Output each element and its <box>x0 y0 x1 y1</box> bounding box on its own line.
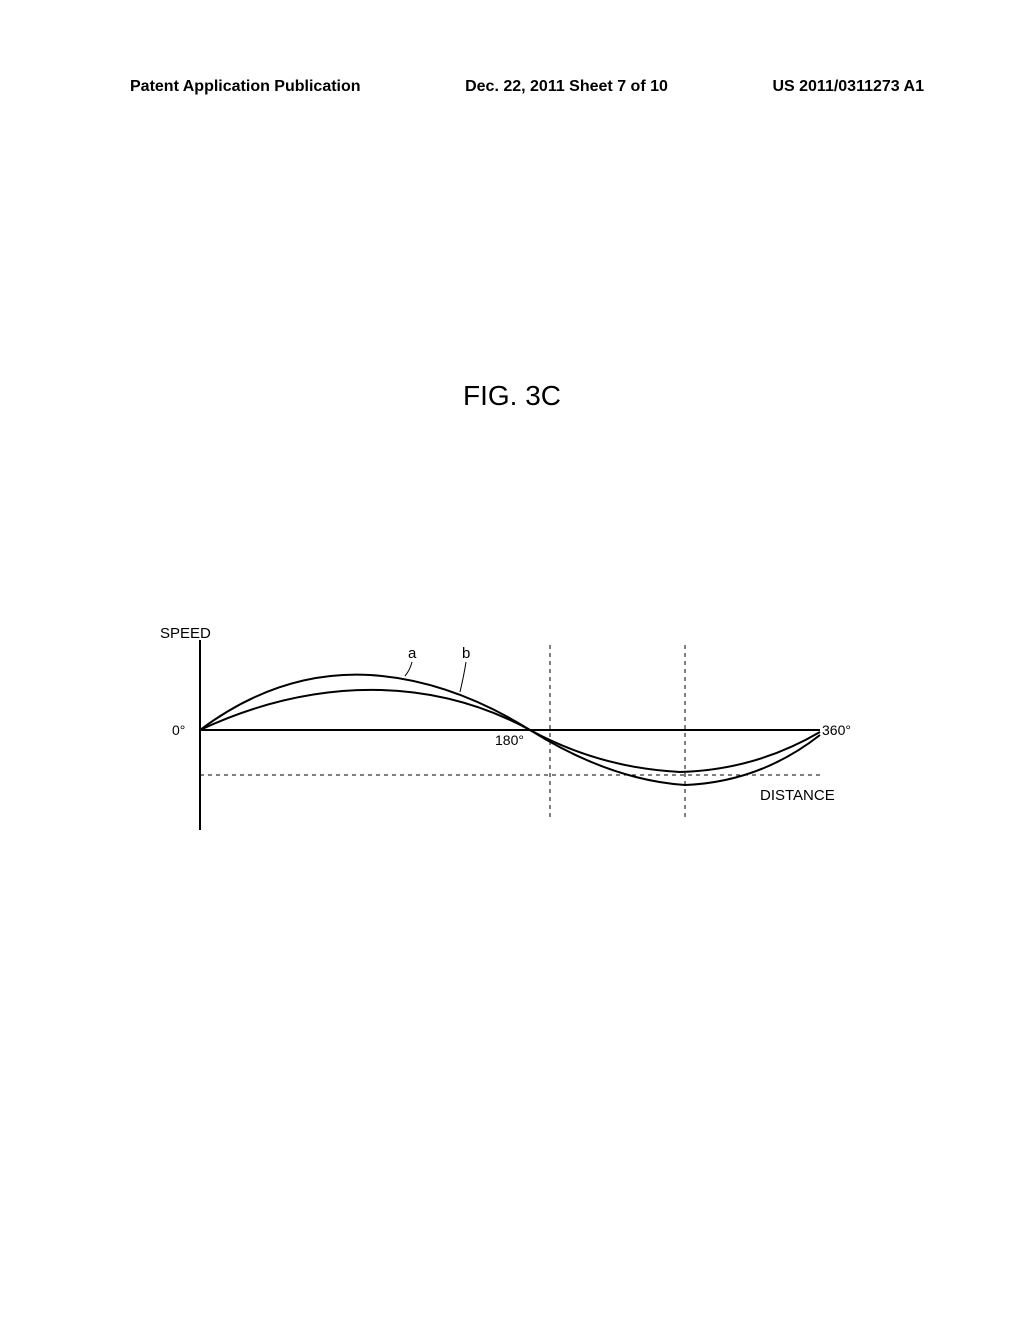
x-tick-360: 360° <box>822 722 851 738</box>
header-pub-number: US 2011/0311273 A1 <box>772 78 924 96</box>
x-tick-0: 0° <box>172 722 185 738</box>
page-header: Patent Application Publication Dec. 22, … <box>0 78 1024 96</box>
x-tick-180: 180° <box>495 732 524 748</box>
curve-a-leader <box>405 662 412 676</box>
figure-title: FIG. 3C <box>463 380 561 412</box>
header-publication: Patent Application Publication <box>130 78 361 96</box>
x-axis-label: DISTANCE <box>760 787 835 804</box>
y-axis-label: SPEED <box>160 625 211 642</box>
header-date-sheet: Dec. 22, 2011 Sheet 7 of 10 <box>465 78 668 96</box>
speed-distance-chart: SPEED 0° 180° 360° a b DISTANCE <box>160 620 860 860</box>
curve-a-label: a <box>408 645 417 662</box>
curve-b-leader <box>460 662 466 692</box>
curve-b-label: b <box>462 645 470 662</box>
chart-svg: SPEED 0° 180° 360° a b DISTANCE <box>160 620 860 860</box>
